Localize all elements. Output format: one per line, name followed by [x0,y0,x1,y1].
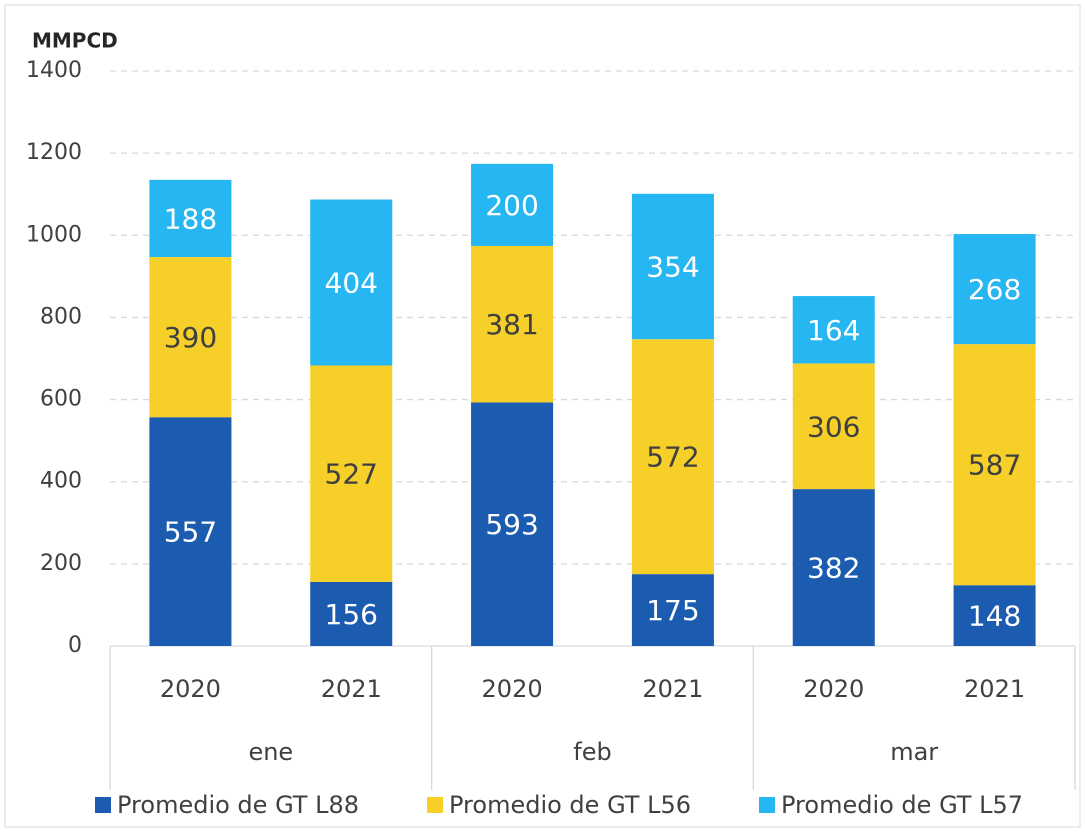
bar-segment [792,489,875,646]
data-label: 164 [807,314,860,347]
legend-swatch [427,797,443,813]
x-tick-label: 2021 [964,675,1025,703]
bar-segment [310,365,393,582]
bar-segment [631,193,714,340]
bar-segment [471,402,554,646]
legend-label: Promedio de GT L57 [781,791,1023,819]
bar-segment [792,296,875,364]
y-tick-label: 200 [40,551,82,576]
bar-segment [310,581,393,646]
legend-label: Promedio de GT L56 [449,791,691,819]
data-label: 572 [646,441,699,474]
bar-segment [631,339,714,575]
x-tick-label: 2020 [160,675,221,703]
data-label: 268 [968,273,1021,306]
bar-segment [149,257,232,418]
bar-segment [953,344,1036,586]
y-axis-label: MMPCD [32,29,118,53]
group-label: feb [573,738,611,766]
bar-segment [149,179,232,258]
y-tick-label: 0 [68,633,82,658]
data-label: 404 [325,267,378,300]
group-label: ene [248,738,293,766]
y-tick-label: 1200 [26,140,82,165]
bar-segment [953,234,1036,345]
y-tick-label: 1000 [26,222,82,247]
data-label: 557 [164,516,217,549]
x-tick-label: 2021 [642,675,703,703]
legend-swatch [759,797,775,813]
data-label: 200 [485,189,538,222]
data-label: 148 [968,600,1021,633]
data-label: 354 [646,251,699,284]
y-tick-label: 600 [40,387,82,412]
bar-segment [792,363,875,490]
data-label: 381 [485,308,538,341]
data-label: 382 [807,552,860,585]
bar-segment [631,574,714,646]
data-label: 593 [485,508,538,541]
data-label: 390 [164,321,217,354]
bar-segment [149,417,232,646]
x-tick-label: 2021 [321,675,382,703]
x-tick-label: 2020 [803,675,864,703]
data-label: 188 [164,202,217,235]
group-label: mar [890,738,938,766]
data-label: 175 [646,594,699,627]
data-label: 527 [325,458,378,491]
bar-segment [471,245,554,403]
y-tick-label: 800 [40,304,82,329]
bar-segment [471,163,554,246]
legend-label: Promedio de GT L88 [117,791,359,819]
bar-segment [310,199,393,366]
legend-swatch [95,797,111,813]
data-label: 306 [807,410,860,443]
x-tick-label: 2020 [482,675,543,703]
data-label: 156 [325,598,378,631]
bar-segment [953,585,1036,646]
y-tick-label: 400 [40,469,82,494]
data-label: 587 [968,449,1021,482]
y-tick-label: 1400 [26,58,82,83]
